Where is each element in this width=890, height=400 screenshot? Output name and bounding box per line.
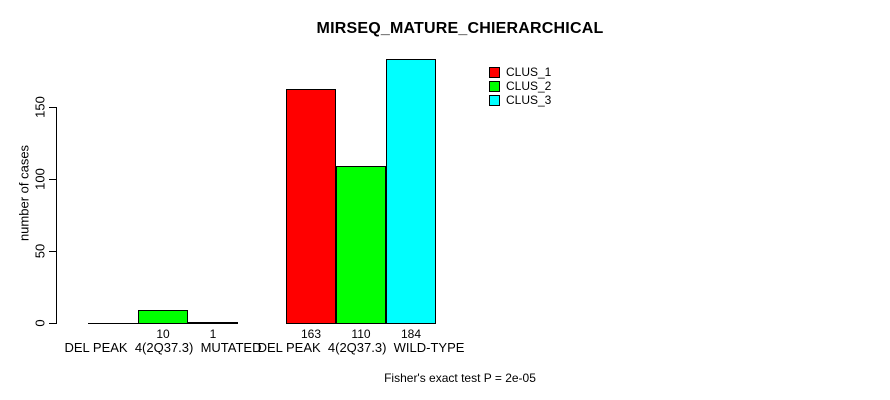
legend-row-clus_3: CLUS_3 — [489, 93, 551, 107]
bar-clus_3-wild-type — [386, 59, 436, 324]
y-axis-label: number of cases — [16, 144, 32, 242]
bar-clus_2-mutated — [138, 310, 188, 324]
legend-row-clus_1: CLUS_1 — [489, 65, 551, 79]
y-axis-line — [56, 107, 57, 324]
category-label-wild-type: DEL PEAK 4(2Q37.3) WILD-TYPE — [257, 340, 465, 355]
y-tick-label-150: 150 — [32, 96, 48, 118]
bar-clus_1-wild-type — [286, 89, 336, 324]
footnote: Fisher's exact test P = 2e-05 — [384, 371, 536, 385]
bar-clus_3-mutated — [188, 322, 238, 324]
bar-value-label-clus_2-wild-type: 110 — [351, 327, 371, 341]
bar-value-label-clus_3-mutated: 1 — [209, 327, 217, 341]
legend-swatch-clus_3 — [489, 94, 500, 106]
y-tick-100 — [49, 179, 56, 180]
bar-value-label-clus_1-wild-type: 163 — [300, 327, 322, 341]
legend-label-clus_2: CLUS_2 — [506, 79, 552, 93]
category-label-mutated: DEL PEAK 4(2Q37.3) MUTATED — [64, 340, 262, 355]
y-tick-0 — [49, 323, 56, 324]
legend: CLUS_1 CLUS_2 CLUS_3 — [489, 65, 551, 107]
legend-label-clus_3: CLUS_3 — [506, 93, 552, 107]
y-tick-label-0: 0 — [32, 319, 48, 327]
y-tick-label-100: 100 — [32, 168, 48, 190]
y-tick-50 — [49, 251, 56, 252]
bar-value-label-clus_2-mutated: 10 — [156, 327, 170, 341]
y-tick-label-50: 50 — [32, 243, 48, 259]
legend-row-clus_2: CLUS_2 — [489, 79, 551, 93]
legend-swatch-clus_2 — [489, 80, 500, 92]
bar-clus_1-mutated — [88, 323, 138, 324]
bar-value-label-clus_3-wild-type: 184 — [400, 327, 422, 341]
chart-title: MIRSEQ_MATURE_CHIERARCHICAL — [316, 20, 604, 37]
bar-clus_2-wild-type — [336, 166, 386, 324]
legend-swatch-clus_1 — [489, 66, 500, 78]
legend-label-clus_1: CLUS_1 — [506, 65, 552, 79]
y-tick-150 — [49, 107, 56, 108]
